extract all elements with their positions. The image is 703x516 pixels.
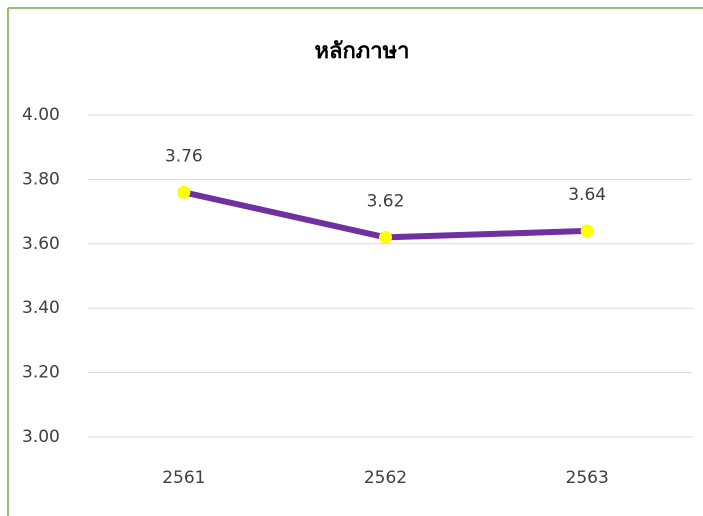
y-tick-label: 3.00 (22, 427, 60, 447)
data-label: 3.62 (367, 191, 405, 211)
data-point (177, 185, 191, 199)
y-tick-label: 4.00 (22, 105, 60, 125)
chart-title: หลักภาษา (314, 39, 409, 64)
y-tick-label: 3.80 (22, 169, 60, 189)
y-tick-label: 3.20 (22, 363, 60, 383)
data-label: 3.64 (568, 185, 606, 205)
y-tick-label: 3.60 (22, 234, 60, 254)
data-point (580, 224, 594, 238)
x-tick-label: 2563 (566, 468, 609, 488)
x-tick-label: 2561 (162, 468, 205, 488)
data-point (379, 230, 392, 244)
data-label: 3.76 (165, 146, 203, 166)
x-tick-label: 2562 (364, 468, 407, 488)
y-tick-label: 3.40 (22, 298, 60, 318)
